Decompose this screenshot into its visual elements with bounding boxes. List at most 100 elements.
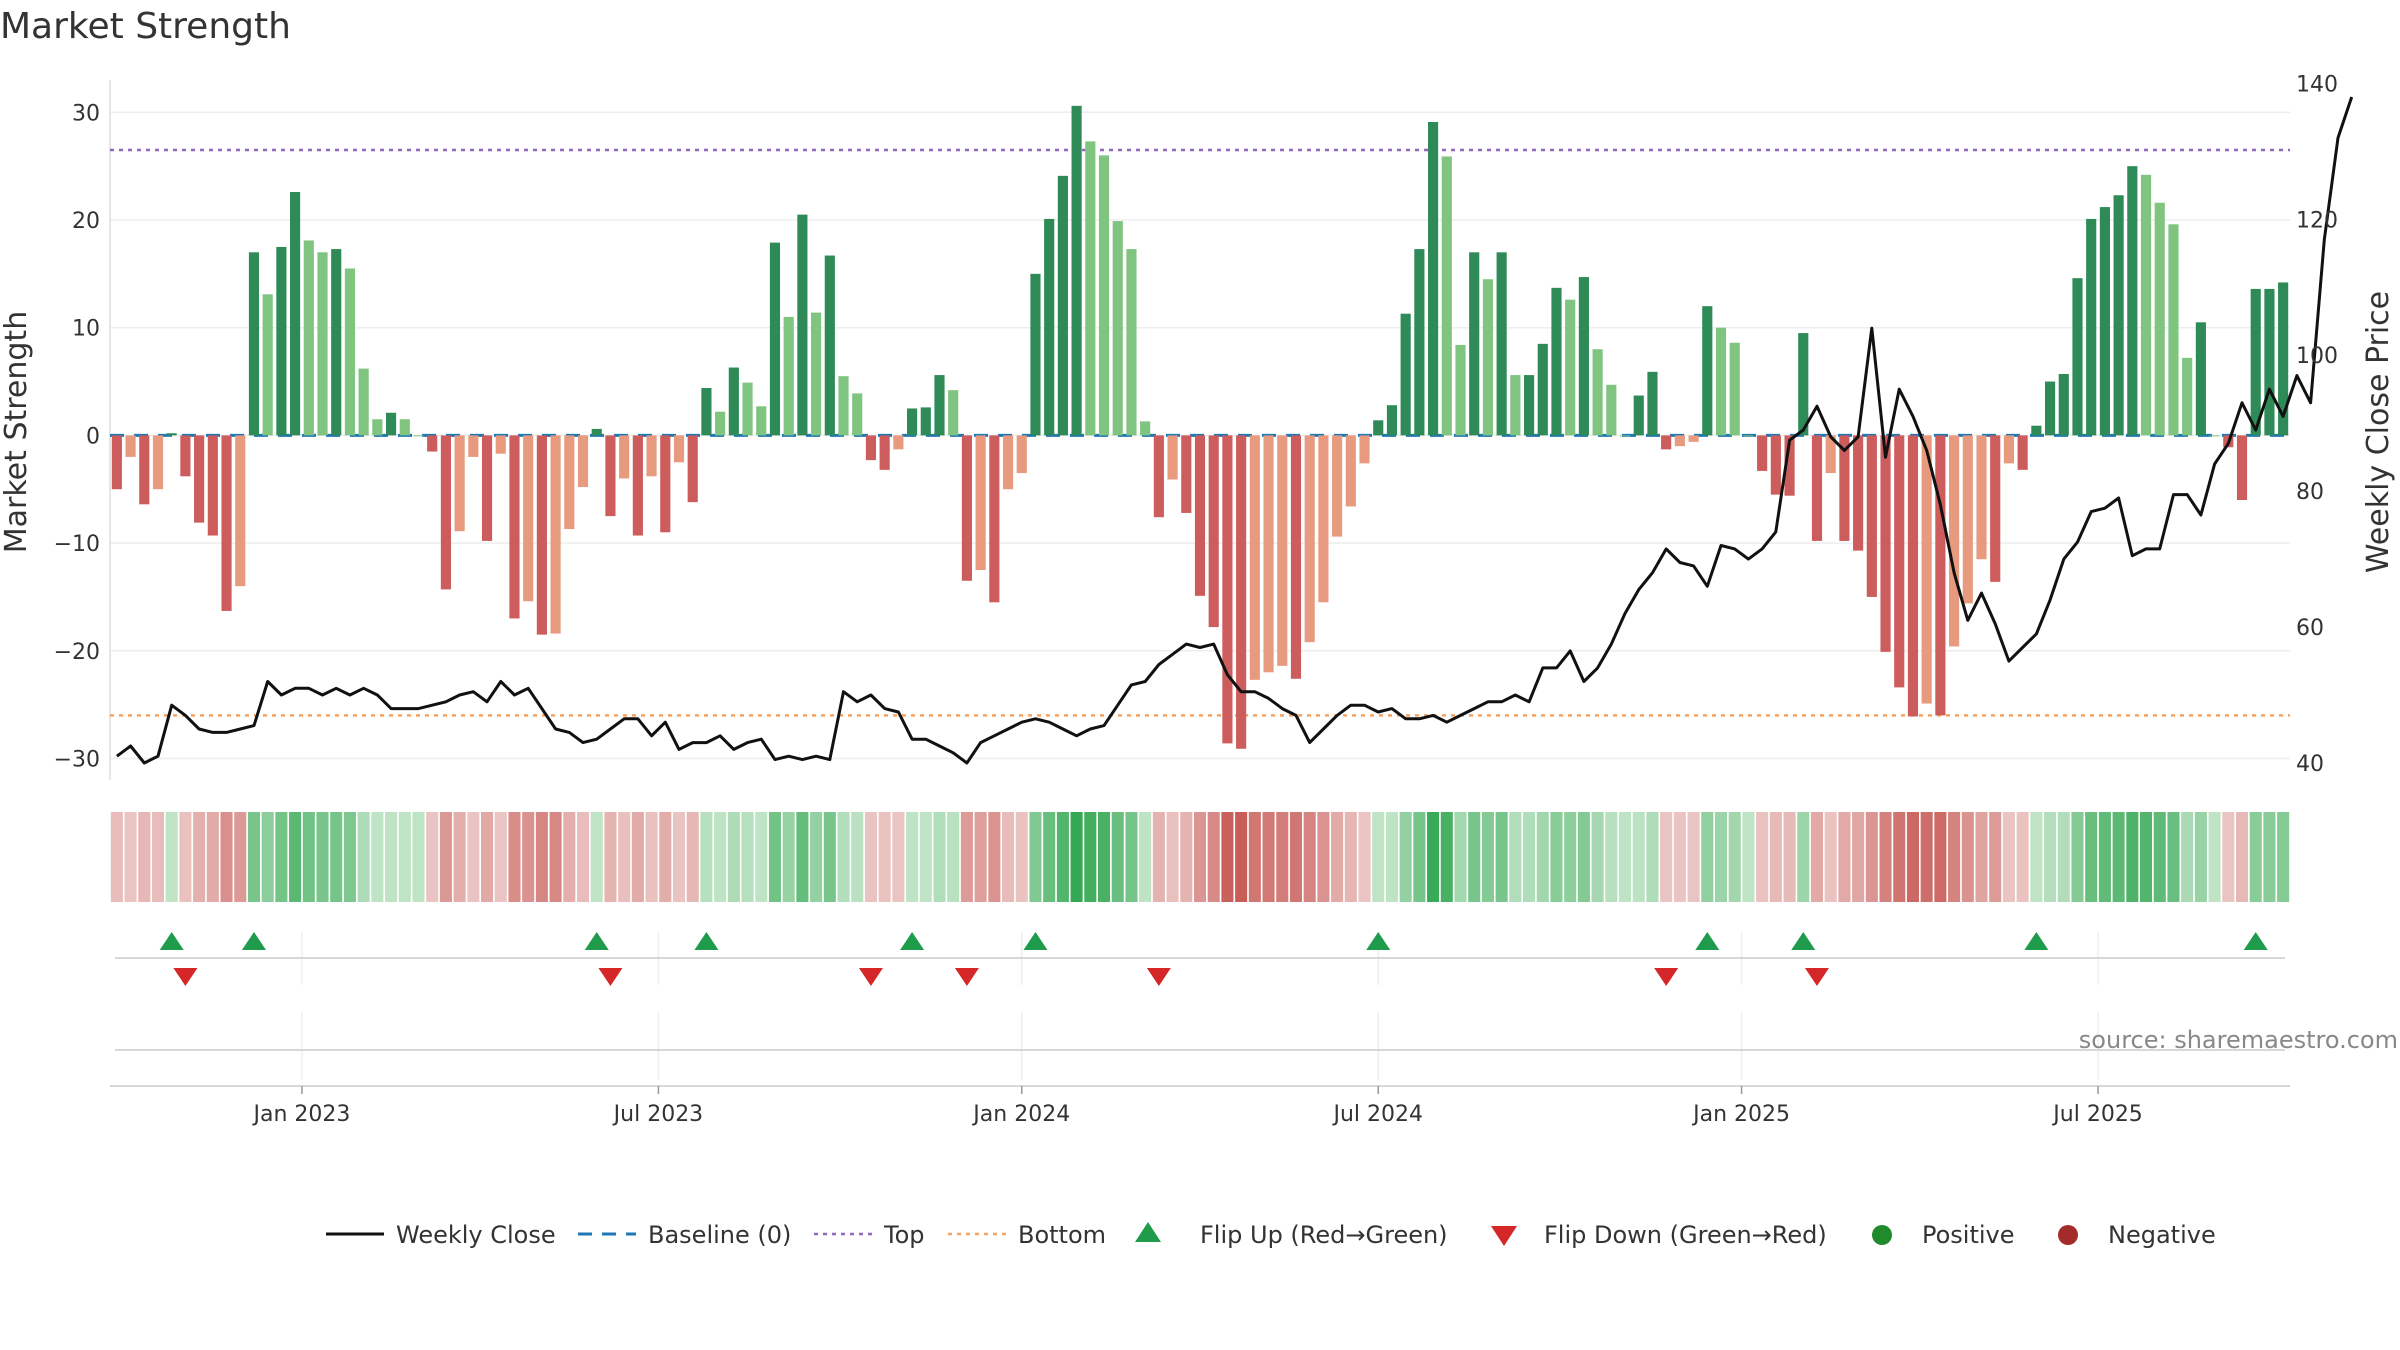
heat-cell: [1756, 812, 1769, 902]
strength-bar: [1085, 141, 1096, 436]
y-tick-label: −20: [54, 640, 100, 665]
heat-cell: [193, 812, 206, 902]
flip-up-icon: [1695, 932, 1720, 950]
heat-cell: [2263, 812, 2276, 902]
lower-panel: [110, 1049, 2290, 1087]
strength-bar: [2017, 435, 2028, 470]
strength-bar: [1400, 313, 1411, 436]
heat-cell: [110, 812, 123, 902]
strength-bar: [920, 407, 931, 436]
flip-up-icon: [1366, 932, 1391, 950]
strength-bar: [1304, 435, 1315, 643]
heat-cell: [974, 812, 987, 902]
heat-cell: [124, 812, 137, 902]
strength-bar: [1208, 435, 1219, 628]
strength-bar: [166, 433, 177, 436]
x-tick-label: Jan 2025: [1691, 1102, 1790, 1127]
strength-bar: [1825, 435, 1836, 474]
heat-cell: [1536, 812, 1549, 902]
heat-cell: [1317, 812, 1330, 902]
y-axis-title: Market Strength: [0, 311, 34, 553]
strength-bar: [1153, 435, 1164, 518]
strength-bar: [742, 382, 753, 436]
strength-bar: [1428, 122, 1439, 436]
heat-cell: [2277, 812, 2290, 902]
x-tick-label: Jul 2025: [2051, 1102, 2143, 1127]
heat-cell: [1002, 812, 1015, 902]
strength-bar: [1633, 395, 1644, 436]
y2-tick-label: 60: [2296, 616, 2324, 641]
strength-bar: [1619, 435, 1631, 437]
heat-cell: [2235, 812, 2249, 902]
heat-cell: [1920, 812, 1933, 902]
x-tick-label: Jul 2024: [1331, 1102, 1423, 1127]
heat-cell: [275, 812, 288, 902]
heat-cell: [1714, 812, 1728, 902]
heat-cell: [508, 812, 521, 902]
strength-bar: [180, 435, 191, 477]
legend-negative: Negative: [2108, 1221, 2216, 1249]
strength-bar: [1839, 435, 1850, 541]
heat-cell: [2030, 812, 2043, 902]
strength-bar: [2113, 195, 2124, 436]
strength-bar: [427, 435, 438, 452]
strength-bar: [290, 192, 301, 436]
heat-cell: [1701, 812, 1714, 902]
heat-cell: [988, 812, 1001, 902]
strength-bar: [468, 435, 479, 457]
strength-bar: [1455, 344, 1466, 436]
flip-up-icon: [694, 932, 719, 950]
strength-bar: [619, 435, 630, 479]
flip-up-icon: [1023, 932, 1048, 950]
strength-bar: [1332, 435, 1343, 537]
strength-bar: [893, 435, 904, 450]
strength-bar: [248, 252, 260, 436]
strength-bar: [769, 242, 781, 436]
heat-cell: [2167, 812, 2180, 902]
strength-bar: [1359, 435, 1370, 464]
flip-down-icon: [173, 968, 198, 986]
heat-cell: [1276, 812, 1289, 902]
strength-bar: [1784, 435, 1795, 496]
heat-cell: [672, 812, 686, 902]
strength-bar: [2182, 357, 2193, 436]
strength-bar: [1441, 156, 1452, 436]
heat-cell: [851, 812, 864, 902]
heat-cell: [1852, 812, 1865, 902]
strength-bar: [331, 249, 342, 436]
heat-cell: [714, 812, 727, 902]
heat-cell: [330, 812, 343, 902]
heat-cell: [1070, 812, 1083, 902]
heat-cell: [2071, 812, 2084, 902]
heat-cell: [947, 812, 960, 902]
strength-bar: [1523, 375, 1535, 436]
heat-cell: [1111, 812, 1124, 902]
flip-up-icon: [2024, 932, 2049, 950]
heat-cell: [768, 812, 782, 902]
strength-bar: [2236, 435, 2248, 500]
strength-bar: [1990, 435, 2001, 582]
strength-bar: [1880, 435, 1891, 652]
heat-cell: [741, 812, 754, 902]
legend-flip-down-icon: [1491, 1226, 1517, 1246]
heat-cell: [1440, 812, 1453, 902]
heat-cell: [906, 812, 919, 902]
heat-cell: [1262, 812, 1275, 902]
strength-bar: [413, 435, 424, 437]
strength-bar: [2031, 425, 2042, 436]
strength-bar: [2168, 224, 2179, 436]
weekly-close-series: [116, 96, 2354, 765]
heat-cell: [439, 812, 452, 902]
strength-bar: [1277, 435, 1288, 666]
heat-cell: [467, 812, 480, 902]
y-tick-label: 20: [72, 209, 100, 234]
heat-cell: [1193, 812, 1207, 902]
strength-bar: [1236, 435, 1247, 749]
heat-cell: [878, 812, 891, 902]
y-tick-label: 30: [72, 101, 100, 126]
x-axis: Jan 2023 Jul 2023 Jan 2024 Jul 2024 Jan 2025…: [251, 1086, 2143, 1127]
strength-bar: [824, 255, 835, 436]
strength-bar: [1167, 435, 1178, 480]
strength-bar: [1057, 175, 1068, 436]
